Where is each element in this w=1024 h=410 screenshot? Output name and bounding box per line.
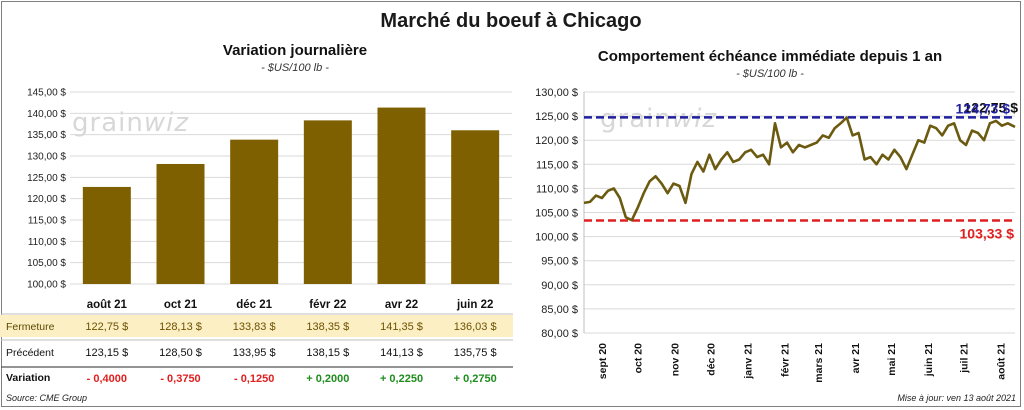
- precedent-cell: 135,75 $: [454, 347, 497, 359]
- variation-row-label: Variation: [6, 372, 51, 384]
- left-y-tick-label: 115,00 $: [28, 216, 67, 227]
- left-y-tick-label: 125,00 $: [27, 173, 66, 184]
- precedent-cell: 128,50 $: [159, 347, 202, 359]
- x-category-label: juin 22: [456, 299, 493, 311]
- bar-2: [156, 163, 205, 284]
- page-title: Marché du boeuf à Chicago: [380, 10, 642, 32]
- right-chart-title: Comportement échéance immédiate depuis 1…: [597, 48, 943, 65]
- precedent-cell: 141,13 $: [380, 347, 423, 359]
- last-price-label: 122,75 $: [964, 99, 1019, 115]
- right-chart-subtitle: - $US/100 lb -: [736, 68, 804, 80]
- left-y-tick-label: 145,00 $: [27, 88, 66, 99]
- right-y-tick-label: 105,00 $: [535, 208, 578, 220]
- bar-5: [377, 107, 426, 284]
- x-month-label: janv 21: [743, 343, 755, 380]
- fermeture-row-bg: [0, 315, 513, 337]
- left-chart-subtitle: - $US/100 lb -: [261, 62, 329, 74]
- x-month-label: déc 20: [706, 343, 718, 376]
- left-y-tick-label: 120,00 $: [27, 194, 66, 205]
- source-note: Source: CME Group: [6, 393, 88, 403]
- x-month-label: oct 20: [633, 343, 645, 374]
- x-month-label: août 21: [996, 343, 1008, 380]
- x-month-label: mars 21: [813, 343, 825, 383]
- x-month-label: nov 20: [670, 343, 682, 376]
- right-y-tick-label: 125,00 $: [535, 111, 578, 123]
- variation-cell: + 0,2750: [454, 373, 497, 385]
- x-category-label: oct 21: [164, 299, 198, 311]
- low-price-label: 103,33 $: [960, 226, 1015, 242]
- x-category-label: avr 22: [385, 299, 418, 311]
- left-y-tick-label: 140,00 $: [27, 109, 66, 120]
- right-y-tick-label: 115,00 $: [536, 159, 578, 171]
- fermeture-cell: 138,35 $: [306, 321, 349, 333]
- right-y-tick-label: 85,00 $: [541, 304, 578, 316]
- precedent-cell: 123,15 $: [85, 347, 128, 359]
- left-chart-title: Variation journalière: [222, 42, 368, 59]
- x-category-label: déc 21: [236, 299, 272, 311]
- bar-4: [303, 120, 352, 284]
- x-month-label: sept 20: [597, 343, 609, 379]
- right-y-tick-label: 90,00 $: [541, 280, 578, 292]
- right-y-tick-label: 130,00 $: [535, 87, 578, 99]
- x-category-label: août 21: [87, 299, 128, 311]
- variation-cell: - 0,1250: [234, 373, 274, 385]
- fermeture-cell: 122,75 $: [85, 321, 128, 333]
- fermeture-cell: 136,03 $: [454, 321, 497, 333]
- grainwiz-logo-right: grainwiz: [600, 104, 717, 134]
- variation-cell: - 0,3750: [160, 373, 200, 385]
- update-note: Mise à jour: ven 13 août 2021: [897, 393, 1016, 403]
- bar-6: [451, 130, 500, 284]
- right-y-tick-label: 100,00 $: [535, 232, 578, 244]
- precedent-cell: 133,95 $: [233, 347, 276, 359]
- left-y-tick-label: 105,00 $: [27, 258, 66, 269]
- precedent-cell: 138,15 $: [306, 347, 349, 359]
- left-y-tick-label: 130,00 $: [27, 152, 66, 163]
- right-y-tick-label: 95,00 $: [541, 256, 578, 268]
- high-price-label: 124,73 $: [956, 100, 1011, 116]
- bar-3: [230, 139, 279, 284]
- left-y-tick-label: 110,00 $: [28, 237, 67, 248]
- price-line: [583, 116, 1016, 222]
- x-month-label: juil 21: [959, 343, 971, 374]
- variation-cell: + 0,2250: [380, 373, 423, 385]
- fermeture-cell: 133,83 $: [233, 321, 276, 333]
- x-category-label: févr 22: [309, 299, 346, 311]
- left-y-tick-label: 100,00 $: [27, 280, 66, 291]
- x-month-label: mai 21: [886, 343, 898, 376]
- fermeture-cell: 141,35 $: [380, 321, 423, 333]
- right-y-tick-label: 110,00 $: [536, 183, 578, 195]
- right-y-tick-label: 120,00 $: [535, 135, 578, 147]
- x-month-label: juin 21: [923, 343, 935, 377]
- fermeture-cell: 128,13 $: [159, 321, 202, 333]
- variation-cell: - 0,4000: [87, 373, 127, 385]
- fermeture-row-label: Fermeture: [6, 321, 55, 333]
- variation-cell: + 0,2000: [306, 373, 349, 385]
- precedent-row-label: Précédent: [6, 347, 54, 359]
- right-y-tick-label: 80,00 $: [541, 328, 578, 340]
- x-month-label: avr 21: [850, 343, 862, 374]
- x-month-label: févr 21: [780, 343, 792, 377]
- left-y-tick-label: 135,00 $: [27, 130, 66, 141]
- bar-1: [82, 186, 131, 284]
